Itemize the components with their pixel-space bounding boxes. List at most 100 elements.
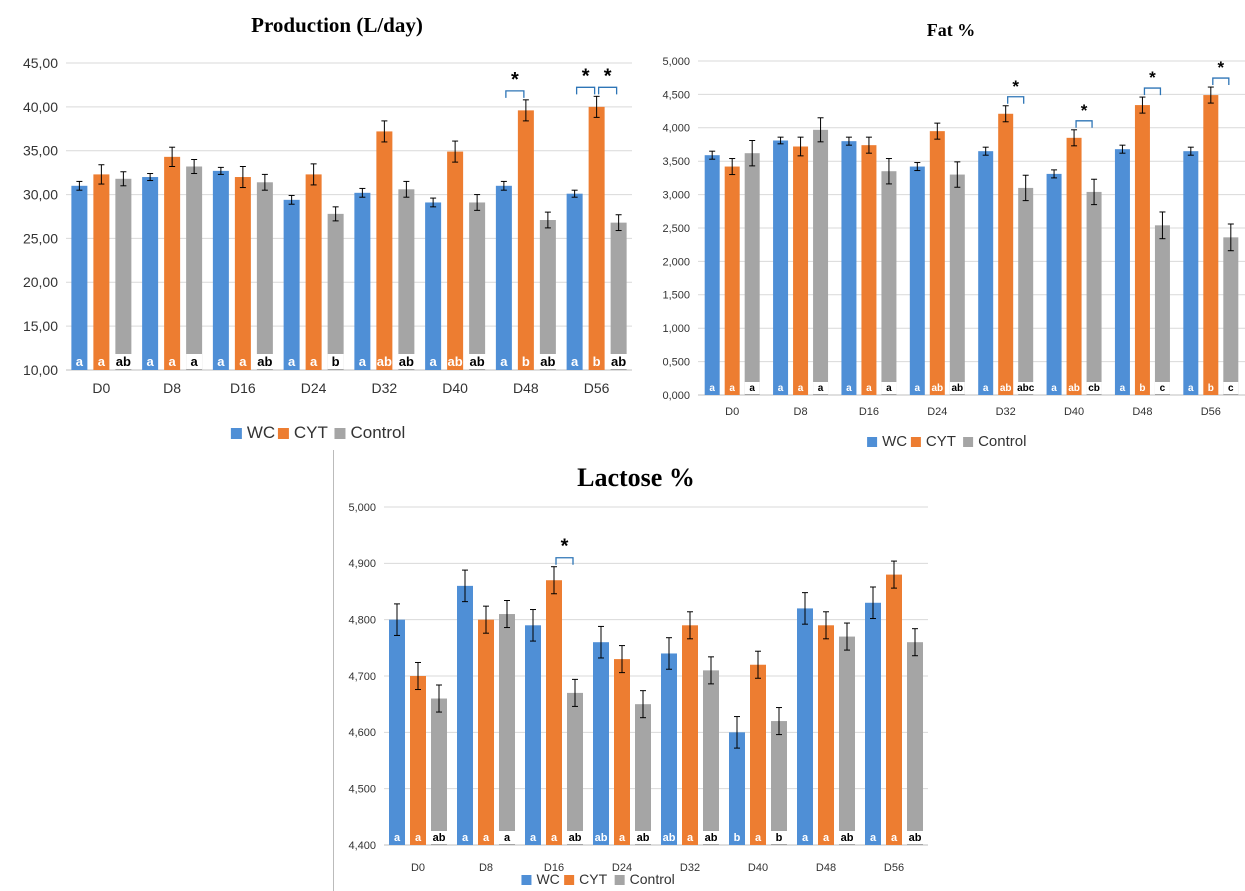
bar-cyt-d24: [929, 131, 945, 395]
group-label-bg: [1015, 382, 1036, 394]
x-tick-label: D0: [411, 862, 425, 874]
group-label-bg: [949, 382, 965, 394]
legend-label-control: Control: [630, 871, 675, 887]
group-label-bg: [1086, 382, 1102, 394]
y-tick-label: 4,400: [348, 840, 376, 852]
group-letter-label: a: [504, 832, 511, 844]
group-letter-label: a: [310, 354, 318, 369]
group-label-bg: [397, 354, 416, 369]
bar-cyt-d16: [546, 580, 562, 845]
bar-cyt-d8: [793, 146, 809, 395]
group-letter-label: ab: [116, 354, 131, 369]
bar-wc-d8: [457, 585, 473, 845]
bar-wc-d8: [773, 140, 789, 395]
bar-control-d24: [327, 213, 344, 370]
legend-label-cyt: CYT: [579, 871, 607, 887]
bar-wc-d0: [704, 155, 720, 395]
group-letter-label: ab: [595, 832, 608, 844]
bar-wc-d24: [909, 166, 925, 395]
bar-cyt-d0: [410, 676, 426, 845]
group-letter-label: a: [1051, 383, 1057, 394]
y-tick-label: 4,500: [662, 89, 690, 101]
significance-star: *: [604, 65, 612, 87]
x-tick-label: D8: [794, 406, 808, 418]
bar-wc-d16: [841, 141, 857, 395]
group-label-bg: [703, 831, 719, 844]
bar-wc-d32: [978, 151, 994, 395]
group-label-bg: [1154, 382, 1170, 394]
bar-cyt-d40: [750, 664, 766, 845]
group-label-bg: [255, 354, 274, 369]
x-tick-label: D32: [680, 862, 700, 874]
group-letter-label: a: [430, 354, 438, 369]
group-label-bg: [881, 382, 897, 394]
x-tick-label: D48: [513, 380, 539, 396]
bar-cyt-d24: [614, 659, 630, 845]
bar-control-d8: [499, 614, 515, 845]
legend-swatch-cyt: [277, 428, 289, 439]
significance-bracket: [505, 90, 525, 98]
bar-control-d40: [1086, 191, 1102, 395]
group-letter-label: b: [593, 354, 601, 369]
bar-control-d40: [771, 721, 787, 845]
x-tick-label: D48: [1132, 406, 1152, 418]
bar-wc-d48: [797, 608, 813, 845]
group-label-bg: [839, 831, 855, 844]
group-letter-label: ab: [637, 832, 650, 844]
legend-label-cyt: CYT: [926, 433, 956, 450]
group-letter-label: ab: [611, 354, 626, 369]
legend-swatch-wc: [230, 428, 242, 439]
group-letter-label: a: [500, 354, 508, 369]
x-tick-label: D24: [612, 862, 632, 874]
significance-bracket: [575, 86, 596, 95]
y-tick-label: 4,800: [348, 615, 376, 627]
bar-cyt-d32: [376, 131, 393, 370]
group-label-bg: [907, 831, 923, 844]
bar-wc-d56: [1183, 151, 1199, 395]
bar-wc-d48: [1114, 149, 1130, 395]
production-chart: Production (L/day) 10,00 15,00 20,00 25,00 30…: [0, 0, 640, 452]
group-letter-label: ab: [433, 832, 446, 844]
bar-control-d0: [431, 698, 447, 845]
legend-swatch-control: [334, 428, 346, 439]
group-label-bg: [431, 831, 447, 844]
fat-chart-svg: Fat % 0,000 0,500 1,000 1,500 2,000 2,500 3,000…: [662, 20, 1245, 450]
bar-cyt-d56: [1203, 95, 1219, 396]
group-letter-label: a: [462, 832, 469, 844]
group-letter-label: ab: [540, 354, 555, 369]
y-tick-label: 30,00: [23, 186, 58, 202]
bar-wc-d40: [1046, 173, 1062, 395]
production-chart-svg: Production (L/day) 10,00 15,00 20,00 25,00 30…: [23, 13, 632, 442]
y-tick-label: 5,000: [348, 502, 376, 514]
bar-cyt-d56: [588, 106, 605, 370]
significance-star: *: [511, 69, 519, 91]
legend-swatch-cyt: [564, 875, 575, 885]
legend-label-wc: WC: [247, 423, 275, 442]
group-letter-label: ab: [569, 832, 582, 844]
significance-bracket: [597, 86, 618, 95]
lactose-chart: Lactose % 4,400 4,500 4,600 4,700 4,800 4,900 5…: [334, 455, 954, 891]
group-letter-label: a: [98, 354, 106, 369]
group-letter-label: a: [191, 354, 199, 369]
group-letter-label: ab: [663, 832, 676, 844]
group-label-bg: [468, 354, 487, 369]
x-tick-label: D32: [372, 380, 398, 396]
group-letter-label: a: [483, 832, 490, 844]
group-letter-label: a: [217, 354, 225, 369]
x-tick-label: D48: [816, 862, 836, 874]
group-letter-label: a: [915, 383, 921, 394]
legend-swatch-control: [614, 875, 625, 885]
bar-cyt-d8: [478, 619, 494, 845]
bar-cyt-d40: [447, 151, 464, 370]
bar-control-d32: [1018, 187, 1034, 395]
bar-wc-d40: [729, 732, 745, 845]
group-letter-label: a: [394, 832, 401, 844]
bar-wc-d40: [425, 202, 442, 370]
group-letter-label: a: [169, 354, 177, 369]
bar-wc-d48: [495, 185, 512, 370]
bar-control-d56: [610, 222, 627, 370]
group-label-bg: [567, 831, 583, 844]
fat-chart: Fat % 0,000 0,500 1,000 1,500 2,000 2,500 3,000…: [640, 0, 1245, 460]
chart-title: Production (L/day): [251, 13, 423, 37]
y-tick-label: 3,000: [662, 189, 690, 201]
